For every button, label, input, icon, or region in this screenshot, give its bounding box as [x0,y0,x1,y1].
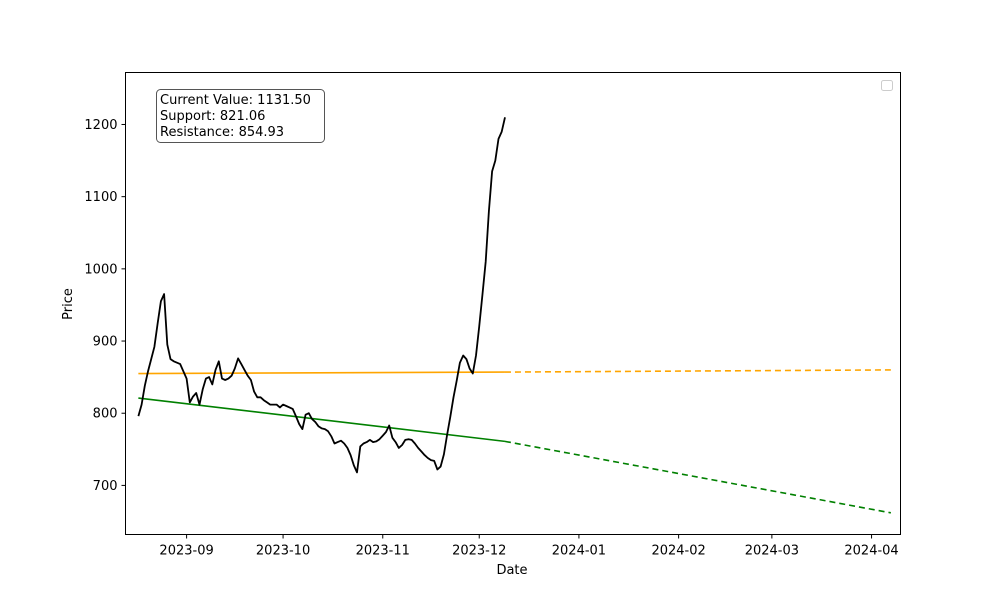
x-tick-label: 2023-10 [256,544,310,559]
y-tick-label: 1000 [84,262,117,277]
x-axis: 2023-09 2023-10 2023-11 2023-12 2024-01 2024-… [159,534,899,559]
info-box: Current Value: 1131.50 Support: 821.06 R… [156,89,325,143]
x-tick-label: 2024-03 [745,544,799,559]
current-value-text: Current Value: 1131.50 [160,93,311,108]
x-tick-label: 2023-11 [356,544,410,559]
price-line [137,117,506,474]
resistance-line-projection [504,369,891,373]
x-tick-label: 2024-02 [651,544,705,559]
support-line-projection [504,440,891,514]
x-tick-label: 2023-09 [159,544,213,559]
x-axis-label: Date [496,563,527,578]
x-tick-label: 2024-04 [844,544,898,559]
y-axis: 700 800 900 1000 1100 1200 [84,118,126,494]
support-text: Support: 821.06 [160,109,265,124]
plot-series [137,117,891,514]
y-tick-label: 700 [93,479,118,494]
plot-frame [125,72,901,535]
legend-box [881,80,893,91]
y-axis-label: Price [61,288,76,320]
resistance-text: Resistance: 854.93 [160,125,284,140]
y-tick-label: 900 [93,335,118,350]
y-tick-label: 800 [93,407,118,422]
resistance-line-solid [138,371,505,375]
x-tick-label: 2024-01 [552,544,606,559]
y-tick-label: 1100 [84,190,117,205]
x-tick-label: 2023-12 [452,544,506,559]
info-box-frame [156,89,325,143]
y-tick-label: 1200 [84,118,117,133]
